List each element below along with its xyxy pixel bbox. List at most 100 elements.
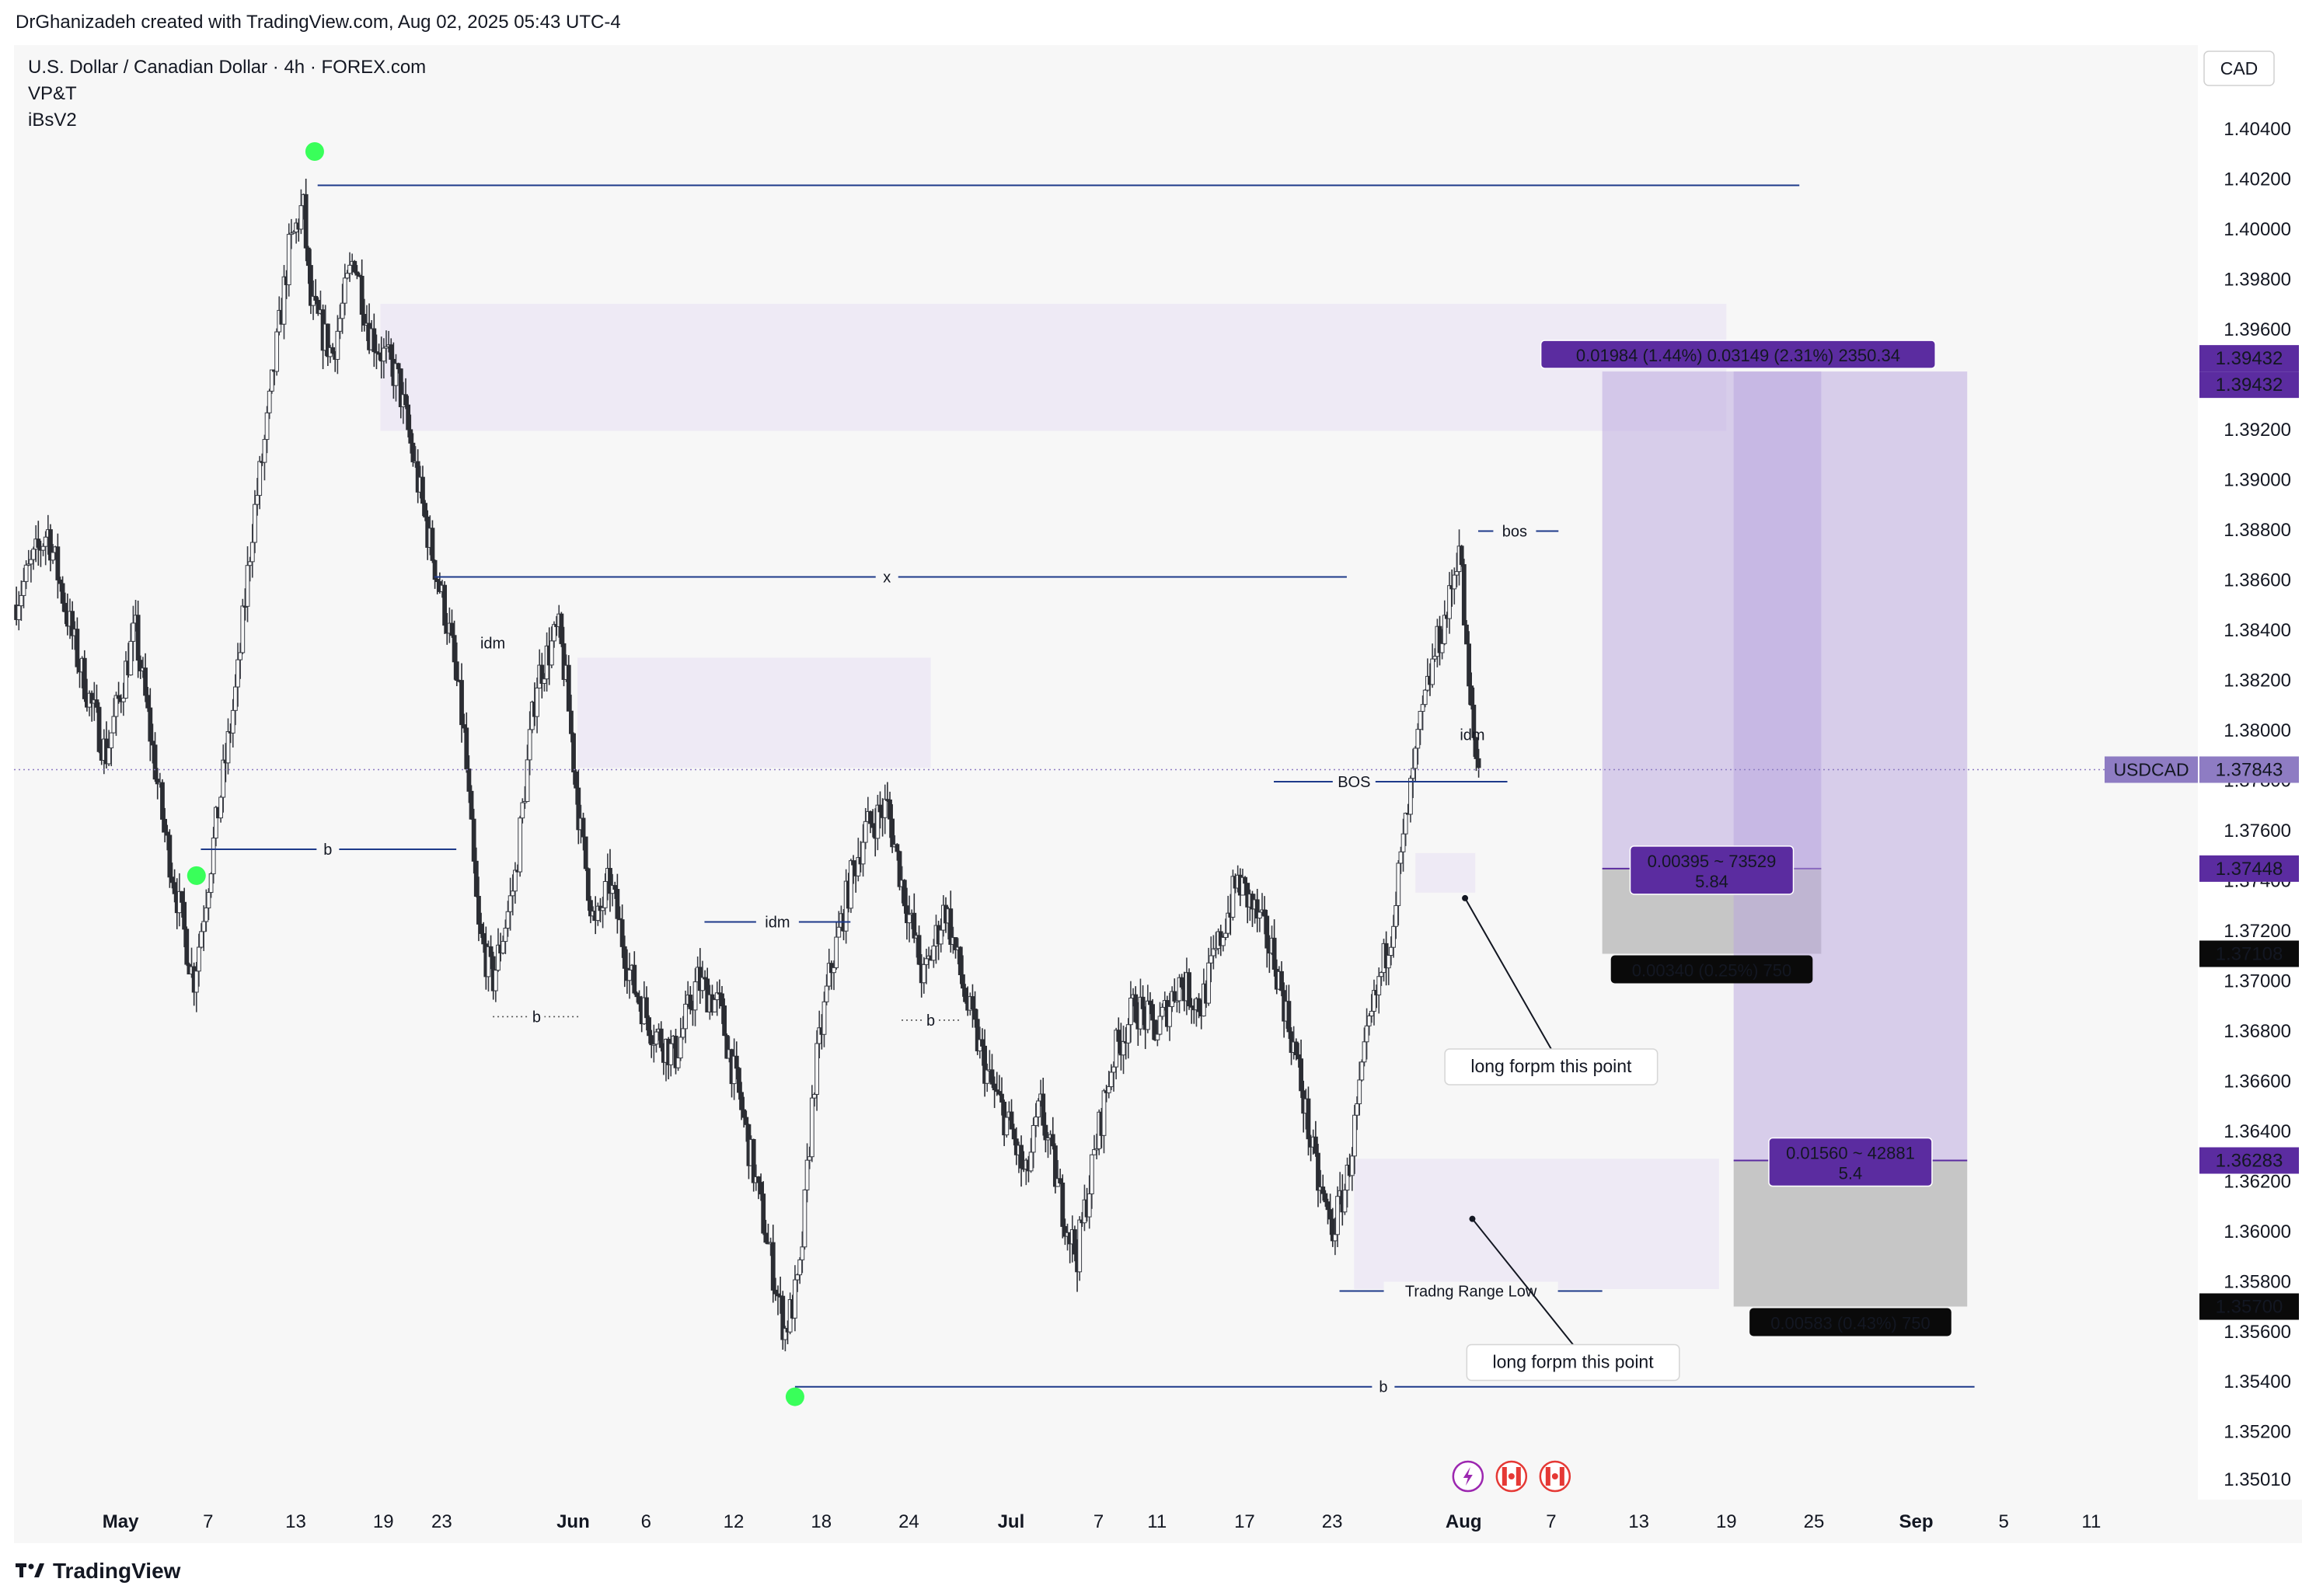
candle-body[interactable] [172, 882, 177, 894]
candle-body[interactable] [938, 929, 943, 945]
candle-body[interactable] [218, 796, 223, 819]
candle-body[interactable] [1376, 976, 1382, 995]
candle-body[interactable] [1279, 970, 1284, 991]
candle-body[interactable] [535, 687, 539, 717]
candle-body[interactable] [330, 347, 336, 354]
candle-body[interactable] [1476, 758, 1481, 768]
candle-body[interactable] [1420, 704, 1425, 712]
candle-body[interactable] [389, 344, 394, 360]
candle-body[interactable] [1362, 1041, 1367, 1063]
candle-body[interactable] [325, 323, 330, 357]
candle-body[interactable] [602, 880, 608, 908]
candle-body[interactable] [406, 404, 411, 430]
candle-body[interactable] [459, 680, 464, 726]
candle-body[interactable] [989, 1069, 995, 1085]
candle-body[interactable] [692, 981, 698, 1011]
candle-body[interactable] [204, 907, 209, 922]
candle-body[interactable] [1031, 1124, 1036, 1153]
candle-body[interactable] [337, 318, 343, 332]
symbol-tag-bg[interactable] [2105, 756, 2198, 783]
candle-body[interactable] [479, 923, 483, 934]
candle-body[interactable] [469, 790, 474, 820]
candle-body[interactable] [921, 964, 926, 984]
candle-body[interactable] [274, 331, 280, 372]
candle-body[interactable] [347, 264, 352, 274]
candle-body[interactable] [464, 727, 469, 770]
candle-body[interactable] [1230, 876, 1236, 918]
candle-body[interactable] [476, 896, 481, 925]
candle-body[interactable] [802, 1189, 807, 1248]
candle-body[interactable] [245, 565, 250, 607]
candle-body[interactable] [1111, 1066, 1116, 1073]
candle-body[interactable] [1320, 1187, 1326, 1194]
candle-body[interactable] [860, 842, 866, 865]
candle-body[interactable] [970, 996, 975, 1010]
candle-body[interactable] [931, 945, 937, 961]
candle-body[interactable] [821, 1001, 827, 1035]
candle-body[interactable] [1379, 972, 1384, 977]
candle-body[interactable] [961, 974, 965, 989]
candle-body[interactable] [1296, 1054, 1301, 1060]
candle-body[interactable] [1116, 1030, 1121, 1042]
price-tag-bg[interactable] [2199, 371, 2299, 399]
candle-body[interactable] [877, 804, 883, 813]
candle-body[interactable] [150, 741, 155, 746]
candle-body[interactable] [1106, 1086, 1111, 1093]
candle-body[interactable] [1254, 899, 1260, 919]
candle-body[interactable] [1369, 1010, 1374, 1016]
candle-body[interactable] [759, 1182, 763, 1195]
candle-body[interactable] [510, 890, 515, 897]
candle-body[interactable] [963, 988, 968, 1002]
callout-box[interactable] [1444, 1048, 1659, 1085]
candle-body[interactable] [1469, 685, 1474, 706]
candle-body[interactable] [1430, 658, 1435, 685]
swing-point-marker[interactable] [785, 1387, 804, 1406]
candle-body[interactable] [23, 564, 29, 582]
candle-body[interactable] [649, 1035, 654, 1046]
candle-body[interactable] [1398, 851, 1404, 864]
candle-body[interactable] [152, 744, 158, 780]
candle-body[interactable] [763, 1232, 769, 1243]
candle-body[interactable] [471, 818, 476, 862]
candle-body[interactable] [116, 695, 121, 699]
candle-body[interactable] [1196, 998, 1202, 1012]
candle-body[interactable] [634, 992, 640, 998]
candle-body[interactable] [340, 302, 345, 319]
candle-body[interactable] [1041, 1093, 1046, 1126]
candle-body[interactable] [113, 695, 119, 717]
candle-body[interactable] [135, 615, 141, 661]
candle-body[interactable] [1033, 1117, 1038, 1126]
candle-body[interactable] [169, 876, 175, 883]
candle-body[interactable] [1323, 1193, 1328, 1203]
candle-body[interactable] [1393, 904, 1399, 927]
candle-body[interactable] [225, 731, 231, 764]
long-position-target-area[interactable] [1733, 371, 1968, 1161]
candle-body[interactable] [1220, 936, 1226, 946]
candle-body[interactable] [644, 997, 649, 1019]
candle-body[interactable] [199, 931, 204, 948]
candle-body[interactable] [94, 699, 99, 708]
candle-body[interactable] [1403, 813, 1408, 835]
candle-body[interactable] [143, 667, 148, 696]
time-axis[interactable] [14, 1500, 2302, 1543]
chart-canvas[interactable]: x b b BOS bos idm Tradng Range Low b b idm idm long… [14, 45, 2302, 1543]
candle-body[interactable] [493, 970, 498, 991]
candle-body[interactable] [1133, 994, 1139, 1023]
candle-body[interactable] [1391, 925, 1396, 948]
candle-body[interactable] [1140, 996, 1146, 1009]
candle-body[interactable] [809, 1097, 814, 1158]
candle-body[interactable] [396, 363, 401, 370]
candle-body[interactable] [1415, 729, 1421, 749]
candle-body[interactable] [1432, 656, 1438, 660]
candle-body[interactable] [442, 584, 448, 626]
candle-body[interactable] [1167, 1005, 1172, 1027]
candle-body[interactable] [1187, 972, 1191, 1007]
candle-body[interactable] [1019, 1145, 1024, 1169]
chart-panel[interactable]: x b b BOS bos idm Tradng Range Low b b idm idm long… [14, 45, 2302, 1543]
swing-point-marker[interactable] [187, 866, 206, 885]
candle-body[interactable] [408, 429, 413, 444]
candle-body[interactable] [1418, 710, 1423, 730]
candle-body[interactable] [1172, 991, 1177, 1002]
candle-body[interactable] [1459, 545, 1464, 566]
candle-body[interactable] [381, 347, 386, 362]
